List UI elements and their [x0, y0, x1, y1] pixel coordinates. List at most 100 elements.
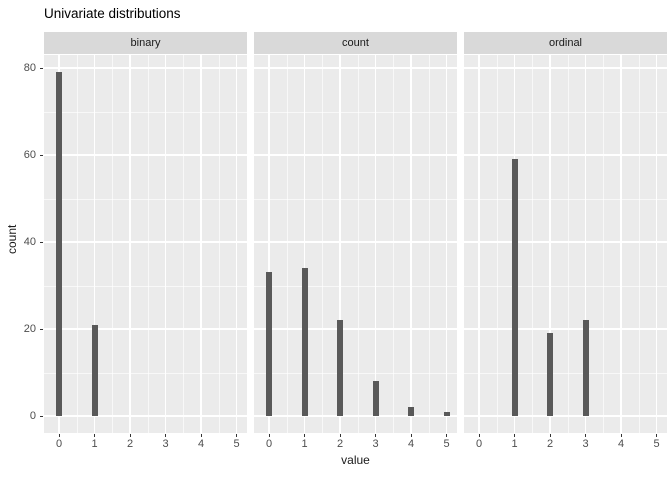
gridline-v-major	[339, 55, 341, 433]
bar-ordinal-x3	[582, 320, 589, 416]
plot-title: Univariate distributions	[44, 6, 181, 21]
x-tick-mark	[58, 434, 60, 437]
x-tick-mark	[410, 434, 412, 437]
bar-count-x4	[408, 407, 414, 416]
facet-strip-label: binary	[130, 37, 161, 49]
x-tick-mark	[446, 434, 447, 437]
y-tick-mark	[40, 154, 43, 156]
facet-strip-label: ordinal	[548, 37, 583, 49]
gridline-v-minor	[603, 55, 605, 433]
bar-count-x2	[337, 320, 343, 416]
x-tick-label: 4	[617, 438, 625, 450]
gridline-v-major	[478, 55, 480, 433]
facet-panel-count	[254, 55, 457, 433]
x-tick-label: 0	[265, 438, 273, 450]
x-tick-mark	[129, 434, 131, 437]
gridline-v-minor	[428, 55, 430, 433]
bar-ordinal-x1	[511, 159, 518, 416]
gridline-v-minor	[286, 55, 288, 433]
gridline-h-major	[44, 328, 247, 330]
gridline-h-minor	[464, 285, 667, 287]
x-tick-label: 3	[162, 438, 169, 450]
gridline-v-major	[129, 55, 131, 433]
x-tick-mark	[514, 434, 515, 437]
gridline-h-major	[464, 415, 667, 417]
gridline-h-minor	[44, 111, 247, 113]
gridline-h-minor	[464, 372, 667, 374]
gridline-v-minor	[183, 55, 185, 433]
gridline-h-minor	[254, 372, 457, 374]
x-tick-label: 0	[475, 438, 483, 450]
gridline-h-major	[44, 415, 247, 417]
gridline-v-minor	[393, 55, 395, 433]
facet-strip-binary: binary	[44, 32, 247, 54]
gridline-h-major	[464, 67, 667, 69]
gridline-v-minor	[76, 55, 78, 433]
bar-ordinal-x2	[547, 333, 553, 416]
facet-panel-ordinal	[464, 55, 667, 433]
y-tick-mark	[40, 241, 43, 243]
x-tick-mark	[94, 434, 95, 437]
x-tick-label: 0	[55, 438, 63, 450]
x-tick-mark	[656, 434, 657, 437]
gridline-h-major	[464, 241, 667, 243]
gridline-v-major	[93, 55, 96, 433]
facet-strip-count: count	[254, 32, 457, 54]
gridline-v-minor	[322, 55, 324, 433]
gridline-v-minor	[532, 55, 534, 433]
bar-count-x1	[301, 268, 308, 416]
gridline-h-minor	[44, 285, 247, 287]
x-tick-label: 1	[511, 438, 518, 450]
gridline-v-major	[200, 55, 202, 433]
y-tick-label: 60	[23, 148, 36, 161]
gridline-v-major	[164, 55, 167, 433]
x-tick-mark	[620, 434, 622, 437]
y-tick-mark	[40, 415, 43, 417]
gridline-v-minor	[496, 55, 498, 433]
gridline-v-major	[549, 55, 551, 433]
gridline-v-major	[655, 55, 658, 433]
gridline-h-major	[464, 328, 667, 330]
gridline-v-major	[235, 55, 238, 433]
gridline-h-major	[254, 67, 457, 69]
gridline-h-minor	[44, 372, 247, 374]
x-tick-mark	[549, 434, 551, 437]
gridline-v-major	[584, 55, 587, 433]
gridline-v-major	[268, 55, 270, 433]
gridline-v-minor	[147, 55, 149, 433]
gridline-h-minor	[44, 198, 247, 200]
gridline-v-major	[374, 55, 377, 433]
x-tick-mark	[304, 434, 305, 437]
x-tick-mark	[478, 434, 480, 437]
gridline-v-minor	[218, 55, 220, 433]
gridline-v-minor	[112, 55, 114, 433]
gridline-v-major	[410, 55, 412, 433]
x-tick-label: 2	[546, 438, 554, 450]
bar-count-x0	[266, 272, 272, 416]
y-tick-label: 80	[23, 61, 36, 74]
facet-panel-binary	[44, 55, 247, 433]
y-tick-label: 40	[23, 235, 36, 248]
y-tick-mark	[40, 67, 43, 69]
gridline-h-major	[464, 154, 667, 156]
gridline-v-major	[445, 55, 448, 433]
x-tick-mark	[339, 434, 341, 437]
bar-count-x3	[372, 381, 379, 416]
gridline-h-major	[254, 415, 457, 417]
x-tick-mark	[236, 434, 237, 437]
y-tick-label: 0	[29, 409, 36, 422]
x-tick-mark	[165, 434, 166, 437]
gridline-h-major	[44, 67, 247, 69]
gridline-v-major	[303, 55, 306, 433]
gridline-h-major	[254, 154, 457, 156]
gridline-h-minor	[254, 198, 457, 200]
bar-binary-x0	[56, 72, 62, 416]
bar-binary-x1	[91, 324, 98, 416]
gridline-v-major	[620, 55, 622, 433]
gridline-v-minor	[357, 55, 359, 433]
x-tick-mark	[200, 434, 202, 437]
gridline-v-minor	[638, 55, 640, 433]
x-tick-label: 1	[91, 438, 98, 450]
y-tick-label: 20	[23, 322, 36, 335]
